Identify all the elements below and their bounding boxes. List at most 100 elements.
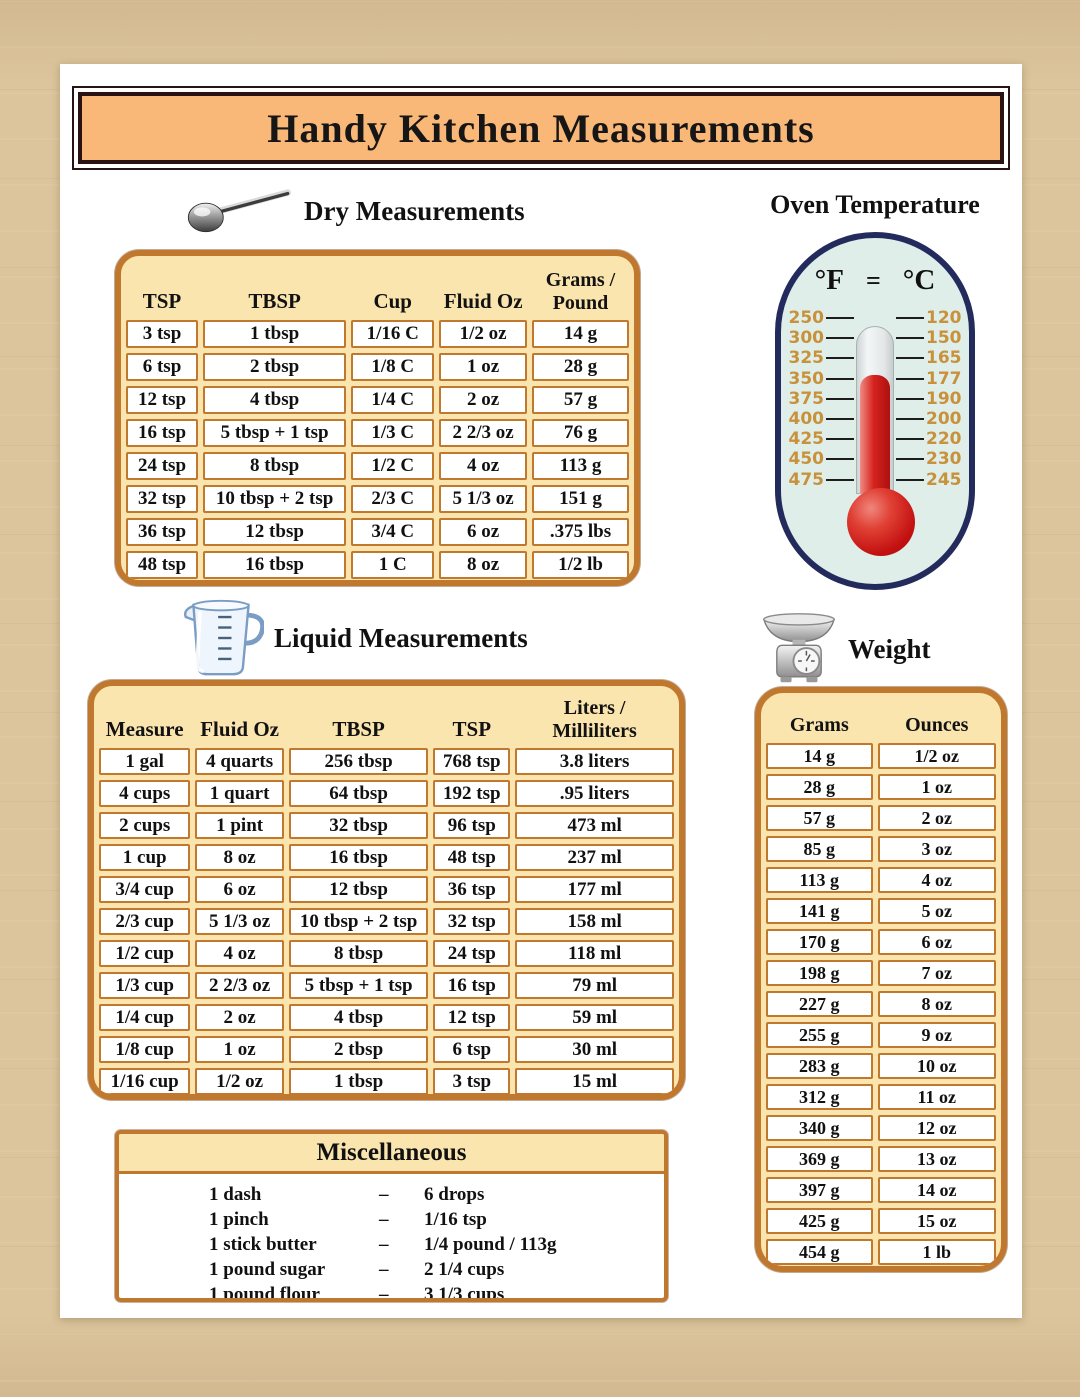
left-tick-mark [826, 478, 854, 481]
left-tick-mark [826, 397, 854, 400]
table-cell: 12 tsp [126, 386, 199, 414]
table-row: 28 g 1 oz [766, 774, 996, 800]
misc-value: 1/4 pound / 113g [424, 1233, 557, 1255]
table-cell: 16 tsp [433, 972, 511, 999]
thermometer-scale-row: 325 165 [781, 348, 969, 368]
table-cell: 425 g [766, 1208, 873, 1234]
table-cell: 24 tsp [433, 940, 511, 967]
table-row: 2 cups 1 pint 32 tbsp 96 tsp 473 ml [99, 812, 674, 839]
dash-separator: – [379, 1258, 389, 1280]
table-row: 170 g 6 oz [766, 929, 996, 955]
table-row: 57 g 2 oz [766, 805, 996, 831]
table-cell: 59 ml [515, 1004, 674, 1031]
dash-separator: – [379, 1183, 389, 1205]
table-cell: 12 tbsp [203, 518, 347, 546]
table-cell: 1/2 cup [99, 940, 191, 967]
column-header: Grams [789, 714, 849, 736]
dash-separator: – [379, 1233, 389, 1255]
table-cell: 76 g [532, 419, 629, 447]
table-cell: 141 g [766, 898, 873, 924]
miscellaneous-body: 1 dash – 6 drops 1 pinch – 1/16 tsp 1 st… [119, 1174, 664, 1299]
table-row: 425 g 15 oz [766, 1208, 996, 1234]
table-cell: 57 g [532, 386, 629, 414]
table-row: 1 gal 4 quarts 256 tbsp 768 tsp 3.8 lite… [99, 748, 674, 775]
table-cell: 1/8 cup [99, 1036, 191, 1063]
table-cell: 28 g [766, 774, 873, 800]
thermometer-scale-row: 350 177 [781, 369, 969, 389]
misc-value: 1/16 tsp [424, 1208, 487, 1230]
table-cell: 3/4 C [351, 518, 435, 546]
thermometer-scale-row: 475 245 [781, 470, 969, 490]
table-cell: 256 tbsp [288, 748, 429, 775]
fahrenheit-value: 300 [788, 328, 825, 349]
table-row: 1/8 cup 1 oz 2 tbsp 6 tsp 30 ml [99, 1036, 674, 1063]
oven-temperature-title: Oven Temperature [770, 190, 980, 219]
table-row: 14 g 1/2 oz [766, 743, 996, 769]
table-cell: 473 ml [515, 812, 674, 839]
table-row: 340 g 12 oz [766, 1115, 996, 1141]
table-cell: 1/4 C [351, 386, 435, 414]
fahrenheit-value: 400 [788, 409, 825, 430]
weight-heading: Weight [760, 612, 931, 686]
left-tick-mark [826, 337, 854, 340]
oven-thermometer: °F = °C 250 120 300 [775, 232, 975, 590]
table-row: 1/16 cup 1/2 oz 1 tbsp 3 tsp 15 ml [99, 1068, 674, 1094]
dry-measurements-title: Dry Measurements [304, 195, 525, 226]
page-title: Handy Kitchen Measurements [267, 105, 815, 151]
table-cell: 8 oz [195, 844, 284, 871]
table-cell: 151 g [532, 485, 629, 513]
left-tick-mark [826, 357, 854, 360]
fahrenheit-value: 350 [788, 368, 825, 389]
left-tick-mark [826, 377, 854, 380]
weight-table-header-row: Grams Ounces [761, 693, 1001, 743]
table-cell: 57 g [766, 805, 873, 831]
table-cell: 4 cups [99, 780, 191, 807]
thermometer-scale-row: 400 200 [781, 409, 969, 429]
thermometer-scale-row: 250 120 [781, 308, 969, 328]
table-cell: 2 oz [877, 805, 996, 831]
table-cell: 5 tbsp + 1 tsp [288, 972, 429, 999]
left-tick-mark [826, 458, 854, 461]
thermometer-tube [856, 326, 894, 494]
column-header: TBSP [248, 289, 301, 313]
dry-table-header-row: TSP TBSP Cup Fluid Oz Grams / Pound [121, 256, 634, 320]
dry-measurements-heading: Dry Measurements [182, 188, 525, 234]
right-tick-mark [896, 377, 924, 380]
table-cell: 10 oz [877, 1053, 996, 1079]
table-cell: 5 tbsp + 1 tsp [203, 419, 347, 447]
table-cell: 48 tsp [126, 551, 199, 579]
table-row: 12 tsp 4 tbsp 1/4 C 2 oz 57 g [126, 386, 629, 414]
miscellaneous-row: 1 stick butter – 1/4 pound / 113g [119, 1232, 664, 1257]
table-cell: 2 2/3 oz [439, 419, 528, 447]
table-cell: 8 oz [439, 551, 528, 579]
table-cell: 1 pint [195, 812, 284, 839]
table-cell: 1/2 C [351, 452, 435, 480]
table-cell: 2 oz [439, 386, 528, 414]
misc-value: 6 drops [424, 1183, 485, 1205]
table-cell: 3/4 cup [99, 876, 191, 903]
table-cell: 340 g [766, 1115, 873, 1141]
fahrenheit-value: 325 [788, 348, 825, 369]
measuring-cup-icon [184, 599, 264, 676]
table-cell: 8 tbsp [203, 452, 347, 480]
fahrenheit-label: °F [814, 264, 844, 296]
table-row: 24 tsp 8 tbsp 1/2 C 4 oz 113 g [126, 452, 629, 480]
celsius-value: 230 [926, 449, 962, 470]
table-cell: 283 g [766, 1053, 873, 1079]
table-row: 1/3 cup 2 2/3 oz 5 tbsp + 1 tsp 16 tsp 7… [99, 972, 674, 999]
table-cell: 237 ml [515, 844, 674, 871]
table-row: 36 tsp 12 tbsp 3/4 C 6 oz .375 lbs [126, 518, 629, 546]
misc-label: 1 dash [209, 1183, 262, 1205]
left-tick-mark [826, 438, 854, 441]
table-cell: 12 tbsp [288, 876, 429, 903]
kitchen-scale-icon [762, 613, 836, 683]
table-cell: 454 g [766, 1239, 873, 1265]
table-cell: 96 tsp [433, 812, 511, 839]
miscellaneous-box: Miscellaneous 1 dash – 6 drops 1 pinch –… [115, 1130, 668, 1302]
table-cell: 1 quart [195, 780, 284, 807]
table-cell: 6 oz [877, 929, 996, 955]
table-row: 32 tsp 10 tbsp + 2 tsp 2/3 C 5 1/3 oz 15… [126, 485, 629, 513]
table-cell: 2/3 C [351, 485, 435, 513]
oven-temperature-heading: Oven Temperature [760, 190, 990, 220]
table-cell: 5 1/3 oz [439, 485, 528, 513]
